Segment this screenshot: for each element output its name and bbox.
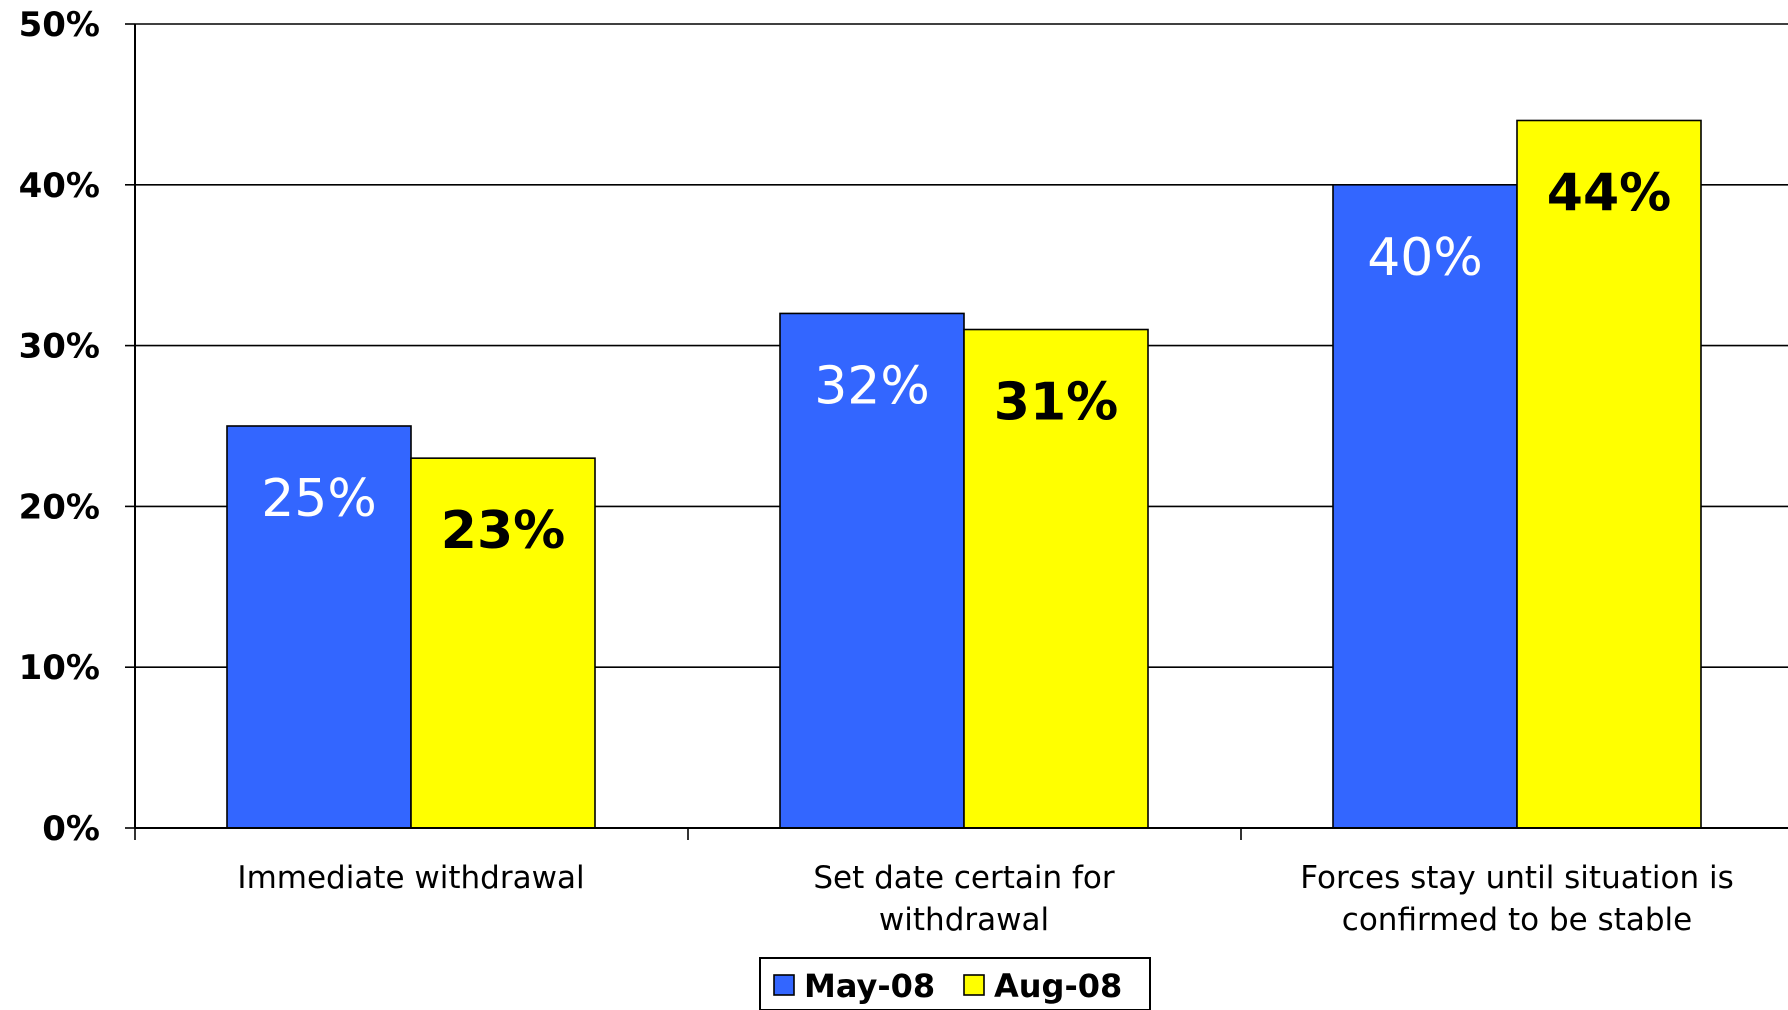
y-tick-label: 0% <box>42 809 100 849</box>
bars <box>226 119 1702 829</box>
x-axis-category-labels: Immediate withdrawal Set date certain for… <box>237 860 1733 938</box>
y-tick-label: 40% <box>19 166 100 206</box>
data-label: 32% <box>814 356 930 416</box>
x-category-label: Set date certain for <box>813 860 1115 896</box>
y-tick-label: 20% <box>19 487 100 527</box>
bar <box>963 328 1149 829</box>
x-category-label: Forces stay until situation is <box>1300 860 1733 896</box>
x-category-label: withdrawal <box>879 902 1049 938</box>
bar <box>779 312 965 829</box>
y-tick-label: 30% <box>19 327 100 367</box>
legend: May-08 Aug-08 <box>759 957 1151 1010</box>
data-label: 25% <box>261 469 377 529</box>
legend-label: Aug-08 <box>994 967 1122 1005</box>
data-label: 31% <box>994 373 1118 433</box>
bar <box>1332 184 1518 829</box>
data-label: 44% <box>1547 163 1671 223</box>
bar <box>1516 119 1702 829</box>
bar <box>410 457 596 829</box>
y-axis-ticks: 0% 10% 20% 30% 40% 50% <box>19 5 100 849</box>
x-category-label: confirmed to be stable <box>1342 902 1692 938</box>
x-category-label: Immediate withdrawal <box>237 860 584 896</box>
y-tick-label: 50% <box>19 5 100 45</box>
legend-box <box>759 957 1151 1010</box>
y-tick-label: 10% <box>19 648 100 688</box>
data-label: 40% <box>1367 228 1483 288</box>
legend-swatch <box>963 974 985 996</box>
axes <box>125 23 1788 840</box>
legend-label: May-08 <box>804 967 935 1005</box>
legend-swatch <box>773 974 795 996</box>
data-labels: 25% 23% 32% 31% 40% 44% <box>261 163 1671 561</box>
data-label: 23% <box>441 501 565 561</box>
